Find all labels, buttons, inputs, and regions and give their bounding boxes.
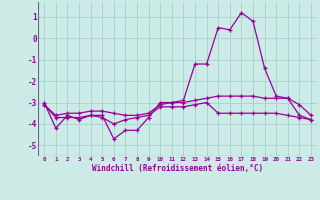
X-axis label: Windchill (Refroidissement éolien,°C): Windchill (Refroidissement éolien,°C) (92, 164, 263, 173)
